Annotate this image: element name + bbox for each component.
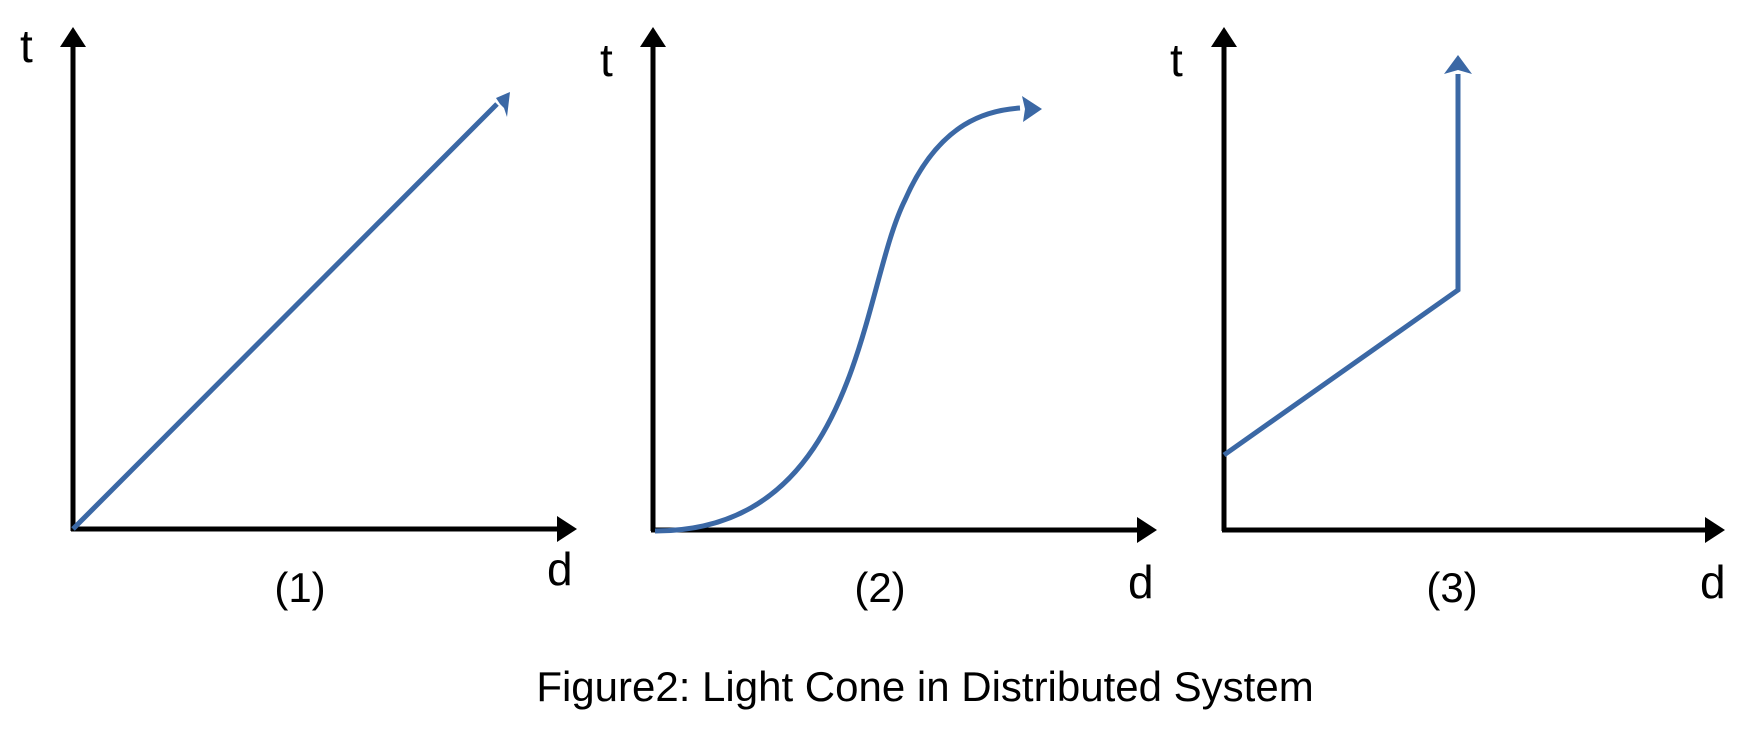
panel-2-t-axis-arrowhead [640, 27, 666, 47]
panel-1-label: (1) [274, 564, 325, 611]
panel-2-label: (2) [854, 564, 905, 611]
panel-2-curve-arrowhead [1022, 96, 1042, 122]
panel-1-t-axis-arrowhead [60, 27, 86, 47]
panel-1-d-label: d [547, 543, 573, 595]
panel-2-t-label: t [600, 34, 613, 86]
panel-3-d-label: d [1700, 556, 1726, 608]
panel-1-d-axis-arrowhead [557, 516, 577, 542]
panel-1-curve [71, 102, 499, 531]
panel-1-t-label: t [20, 20, 33, 72]
panel-2-d-label: d [1128, 556, 1154, 608]
panel-1-curve-arrowhead [496, 92, 510, 117]
panel-3-curve-arrowhead [1444, 55, 1472, 74]
figure-caption: Figure2: Light Cone in Distributed Syste… [536, 663, 1313, 710]
panel-3-d-axis-arrowhead [1705, 517, 1725, 543]
panel-3: t d (3) [1170, 27, 1726, 611]
panel-2-curve [654, 105, 1021, 534]
panel-3-label: (3) [1426, 564, 1477, 611]
panel-2: t d (2) [600, 27, 1157, 611]
panel-3-t-label: t [1170, 34, 1183, 86]
panel-2-d-axis-arrowhead [1137, 517, 1157, 543]
panel-3-curve [1222, 74, 1461, 458]
panel-1: t d (1) [20, 20, 577, 611]
panel-3-t-axis-arrowhead [1211, 27, 1237, 47]
